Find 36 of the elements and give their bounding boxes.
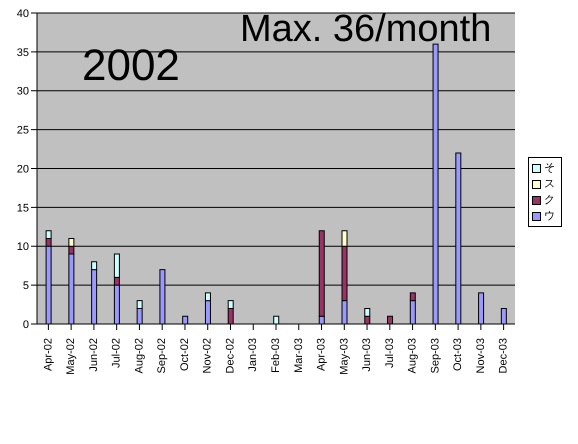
x-tick-label: May-02 (65, 338, 78, 375)
x-tick-label: Mar-03 (292, 338, 305, 373)
x-tick-label: Oct-03 (452, 338, 464, 372)
x-tick-label: Sep-02 (156, 338, 168, 374)
y-tick-label: 0 (22, 318, 29, 331)
x-tick-label: Jun-03 (361, 338, 374, 372)
x-tick-label: Apr-02 (42, 338, 54, 372)
y-tick-label: 25 (16, 124, 29, 137)
y-tick-label: 15 (16, 202, 29, 214)
legend-label: ウ (544, 209, 555, 224)
x-tick-label: Jul-03 (384, 338, 396, 368)
y-tick-label: 35 (16, 46, 29, 59)
legend-label: そ (544, 161, 555, 176)
y-tick-label: 10 (16, 241, 29, 254)
x-tick-label: Jul-02 (110, 338, 123, 368)
x-tick-label: Aug-03 (406, 338, 419, 374)
x-tick-label: Aug-02 (133, 338, 146, 374)
x-tick-label: Dec-03 (498, 338, 510, 374)
y-tick-label: 20 (16, 163, 29, 176)
x-tick-label: Jun-02 (88, 338, 100, 372)
x-tick-label: Feb-03 (270, 338, 282, 373)
annotation: Max. 36/month (240, 8, 492, 50)
legend-label: ス (544, 177, 555, 192)
y-tick-label: 30 (16, 86, 29, 98)
x-tick-label: Jan-03 (247, 338, 260, 372)
annotation: 2002 (82, 41, 180, 90)
x-tick-label: Dec-02 (224, 338, 236, 374)
x-tick-label: Apr-03 (316, 338, 328, 372)
y-tick-label: 5 (22, 280, 29, 292)
x-tick-label: Sep-03 (429, 338, 442, 374)
y-tick-label: 40 (16, 8, 29, 20)
x-tick-label: Nov-02 (202, 338, 214, 374)
legend-label: ク (544, 193, 555, 208)
x-tick-label: Oct-02 (178, 338, 191, 372)
x-tick-label: Nov-03 (474, 338, 487, 374)
x-tick-label: May-03 (338, 338, 350, 375)
